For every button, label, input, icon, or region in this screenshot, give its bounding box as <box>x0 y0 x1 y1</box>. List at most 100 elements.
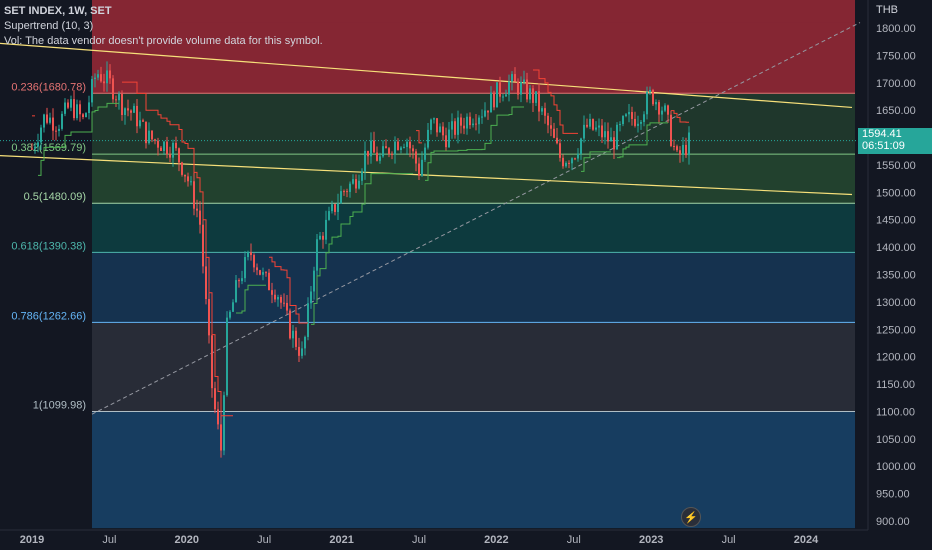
candle-body <box>379 156 381 161</box>
candle-body <box>541 108 543 112</box>
y-tick-label: 1200.00 <box>876 352 916 364</box>
candle-body <box>487 110 489 113</box>
y-tick-label: 1750.00 <box>876 50 916 62</box>
candle-body <box>514 74 516 82</box>
candle-body <box>523 79 525 83</box>
lightning-icon[interactable]: ⚡ <box>681 507 701 527</box>
candle-body <box>454 121 456 135</box>
candle-body <box>643 114 645 122</box>
candle-body <box>343 191 345 193</box>
candle-body <box>481 116 483 118</box>
candle-body <box>217 409 219 425</box>
supertrend-segment <box>581 151 611 172</box>
candle-body <box>328 211 330 220</box>
candle-body <box>439 126 441 133</box>
candle-body <box>127 108 129 111</box>
candle-body <box>532 88 534 103</box>
x-tick-label: 2021 <box>329 534 353 546</box>
candle-body <box>124 108 126 115</box>
candle-body <box>391 153 393 155</box>
candle-body <box>283 302 285 304</box>
candle-body <box>340 191 342 204</box>
candle-body <box>619 124 621 126</box>
candle-body <box>361 171 363 181</box>
candle-body <box>367 150 369 157</box>
candle-body <box>91 79 93 103</box>
candle-body <box>442 126 444 136</box>
candles <box>31 61 690 458</box>
candle-body <box>334 204 336 212</box>
candle-body <box>118 93 120 101</box>
supertrend-segment <box>269 256 308 324</box>
candle-body <box>139 120 141 127</box>
candle-body <box>292 330 294 339</box>
candle-body <box>556 137 558 144</box>
candle-body <box>313 270 315 292</box>
candle-body <box>286 302 288 311</box>
candle-body <box>232 302 234 312</box>
candle-body <box>112 78 114 100</box>
candle-body <box>508 81 510 95</box>
y-tick-label: 1100.00 <box>876 406 915 418</box>
supertrend-segment <box>311 173 413 325</box>
y-tick-label: 1150.00 <box>876 379 915 391</box>
candle-body <box>160 147 162 151</box>
candle-body <box>553 128 555 138</box>
candle-body <box>241 278 243 282</box>
candle-body <box>433 118 435 120</box>
candle-body <box>172 142 174 158</box>
supertrend-segment <box>533 69 578 134</box>
candle-body <box>295 330 297 347</box>
candle-body <box>385 146 387 149</box>
candle-body <box>364 150 366 172</box>
y-tick-label: 1400.00 <box>876 242 916 254</box>
candle-body <box>310 291 312 304</box>
candle-body <box>43 114 45 128</box>
candle-body <box>517 81 519 95</box>
supertrend-segment <box>416 130 422 144</box>
candle-body <box>670 114 672 146</box>
x-tick-label: Jul <box>722 534 736 546</box>
fib-band <box>92 411 855 529</box>
supertrend-segment <box>425 106 524 181</box>
candle-body <box>301 348 303 356</box>
candle-body <box>253 255 255 268</box>
supertrend-segment <box>617 122 668 159</box>
y-tick-label: 1550.00 <box>876 160 916 172</box>
candle-body <box>133 105 135 113</box>
candle-body <box>382 146 384 157</box>
candle-body <box>550 125 552 129</box>
candle-body <box>652 89 654 105</box>
candle-body <box>64 102 66 114</box>
candle-body <box>448 129 450 148</box>
candle-body <box>484 110 486 117</box>
candle-body <box>673 145 675 147</box>
x-tick-label: Jul <box>412 534 426 546</box>
candle-body <box>628 112 630 115</box>
candle-body <box>625 114 627 117</box>
candle-body <box>661 110 663 115</box>
y-tick-label: 950.00 <box>876 489 910 501</box>
candle-body <box>601 125 603 138</box>
candle-body <box>166 141 168 155</box>
candle-body <box>229 311 231 318</box>
candle-body <box>571 158 573 164</box>
candle-body <box>679 150 681 155</box>
y-tick-label: 1300.00 <box>876 297 916 309</box>
candle-body <box>547 115 549 126</box>
candle-body <box>586 124 588 127</box>
currency-label: THB <box>876 4 898 16</box>
candle-body <box>352 179 354 184</box>
x-tick-label: Jul <box>102 534 116 546</box>
candle-body <box>37 142 39 147</box>
candle-body <box>67 102 69 108</box>
x-tick-label: Jul <box>567 534 581 546</box>
y-tick-label: 1350.00 <box>876 270 916 282</box>
bar-countdown: 06:51:09 <box>862 139 905 152</box>
y-tick-label: 1650.00 <box>876 105 916 117</box>
x-tick-label: Jul <box>257 534 271 546</box>
candle-body <box>265 272 267 274</box>
candle-body <box>322 235 324 240</box>
candle-body <box>529 88 531 100</box>
